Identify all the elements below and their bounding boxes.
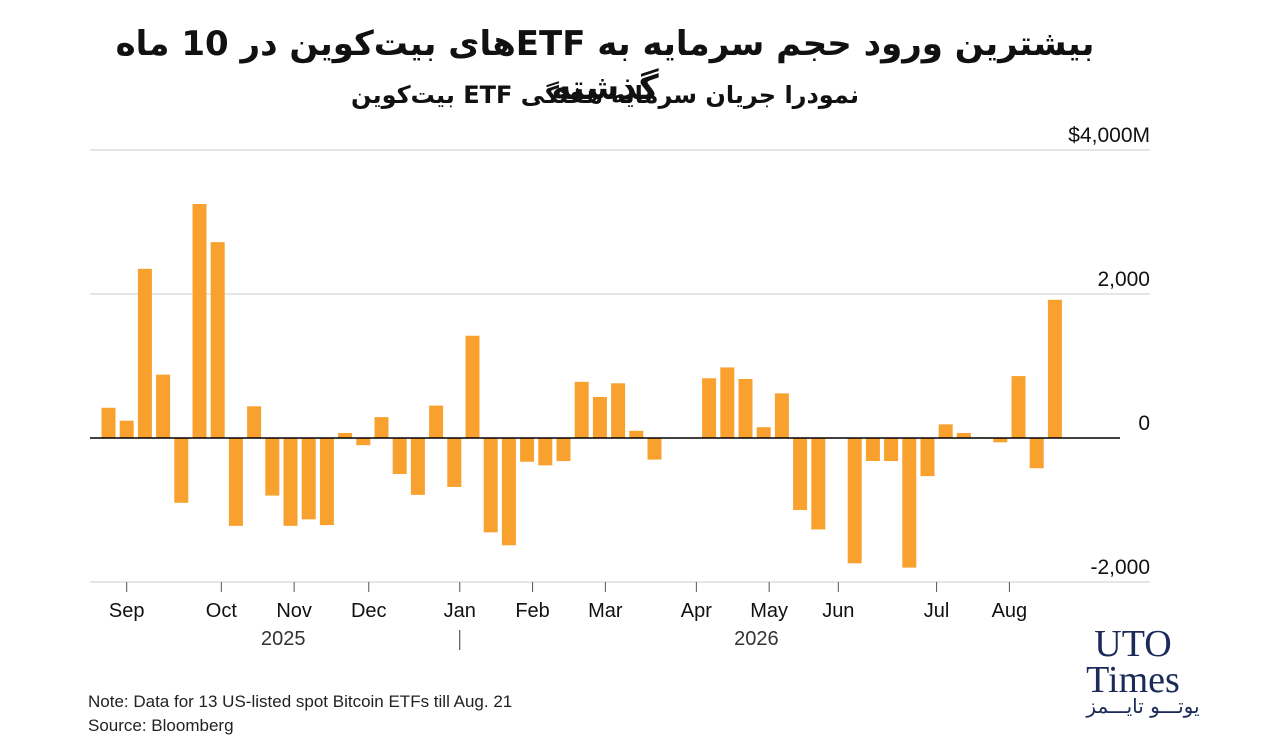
x-tick-label: Jun <box>822 600 854 622</box>
bar <box>738 378 753 438</box>
bar <box>1011 376 1026 438</box>
bar <box>192 204 207 438</box>
bar <box>1029 438 1044 469</box>
y-tick-label: 0 <box>1138 412 1150 435</box>
x-tick-label: Feb <box>515 600 549 622</box>
bar <box>374 417 389 438</box>
bar <box>702 378 717 438</box>
chart-note: Note: Data for 13 US-listed spot Bitcoin… <box>88 692 513 711</box>
y-tick-label: 2,000 <box>1097 268 1150 291</box>
bar <box>956 432 971 438</box>
bar <box>520 438 535 462</box>
bar <box>793 438 808 510</box>
bar <box>410 438 425 495</box>
bar <box>210 242 225 438</box>
bar <box>574 381 589 438</box>
bar <box>774 393 789 438</box>
bar <box>465 335 480 438</box>
x-tick-label: Dec <box>351 600 387 622</box>
bar <box>592 396 607 438</box>
bar <box>629 430 644 438</box>
year-label: 2025 <box>261 628 306 650</box>
x-tick-label: Jan <box>444 600 476 622</box>
bar <box>756 427 771 438</box>
bar <box>938 424 953 438</box>
bar <box>338 432 353 438</box>
bar <box>356 438 371 446</box>
bar <box>101 407 116 438</box>
bar <box>174 438 189 503</box>
bar <box>156 374 171 438</box>
y-tick-label: -2,000 <box>1090 556 1150 579</box>
bar <box>247 406 262 438</box>
logo-uto: UTO <box>1094 623 1172 665</box>
x-tick-label: Apr <box>681 600 712 622</box>
chart-subtitle: نمودرا جریان سرمایه هفتگی ETF بیت‌کوین <box>351 81 859 109</box>
bar <box>556 438 571 462</box>
bar <box>447 438 462 487</box>
bar <box>301 438 316 520</box>
bar-chart: $4,000M 2,000 0 -2,000 Sep Oct Nov Dec Jan Feb Mar… <box>90 124 1150 650</box>
x-tick-label: May <box>750 600 788 622</box>
bar <box>429 405 444 438</box>
x-tick-label: Aug <box>992 600 1028 622</box>
bar <box>611 383 626 438</box>
bar <box>283 438 298 526</box>
bar <box>811 438 826 530</box>
x-tick-label: Sep <box>109 600 145 622</box>
logo-persian: یوتـــو تایـــمز <box>1086 694 1200 718</box>
bar <box>392 438 407 474</box>
x-tick-label: Oct <box>206 600 238 622</box>
x-tick-label: Jul <box>924 600 950 622</box>
bar <box>865 438 880 462</box>
bar <box>920 438 935 477</box>
bar <box>647 438 662 460</box>
bar <box>319 438 334 526</box>
year-label: 2026 <box>734 628 779 650</box>
chart-source: Source: Bloomberg <box>88 716 234 735</box>
bar <box>538 438 553 466</box>
logo-times: Times <box>1086 659 1180 701</box>
y-tick-label: $4,000M <box>1068 124 1150 147</box>
bar <box>119 420 134 438</box>
bar <box>501 438 516 546</box>
bar <box>902 438 917 568</box>
x-tick-label: Nov <box>276 600 312 622</box>
bar <box>847 438 862 564</box>
bar <box>993 438 1008 443</box>
bar <box>1047 299 1062 438</box>
bar <box>483 438 498 533</box>
x-tick-label: Mar <box>588 600 623 622</box>
bar <box>265 438 280 496</box>
bar <box>720 367 735 438</box>
chart-title: بیشترین ورود حجم سرمایه به ETFهای بیت‌کو… <box>115 24 1095 108</box>
bar <box>228 438 243 526</box>
bar <box>137 268 152 438</box>
bar <box>884 438 899 462</box>
